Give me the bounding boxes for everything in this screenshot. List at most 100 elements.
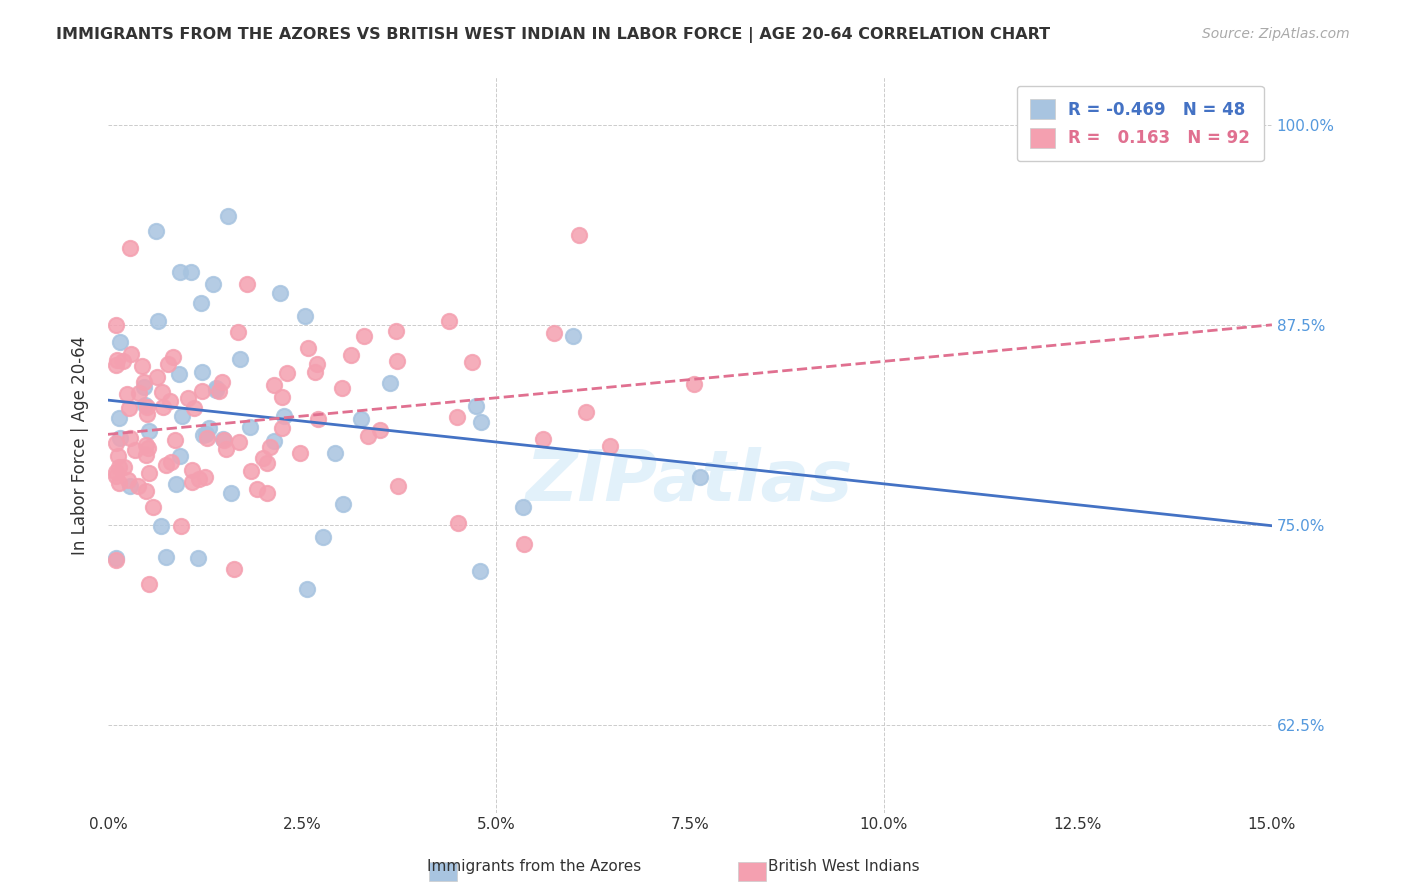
Point: [439, 314, 461, 328]
Point: [568, 227, 591, 242]
Point: [288, 445, 311, 459]
Point: [128, 385, 150, 400]
Point: [330, 381, 353, 395]
Point: [205, 381, 228, 395]
Text: ZIPatlas: ZIPatlas: [526, 447, 853, 516]
Point: [131, 359, 153, 374]
Point: [273, 409, 295, 424]
Point: [118, 241, 141, 255]
Point: [107, 475, 129, 490]
Point: [323, 446, 346, 460]
Point: [135, 438, 157, 452]
Point: [190, 365, 212, 379]
Text: Immigrants from the Azores: Immigrants from the Azores: [427, 859, 641, 874]
Point: [256, 456, 278, 470]
Point: [683, 376, 706, 391]
Point: [160, 455, 183, 469]
Text: Source: ZipAtlas.com: Source: ZipAtlas.com: [1202, 27, 1350, 41]
Point: [446, 409, 468, 424]
Point: [224, 562, 246, 576]
Point: [236, 277, 259, 291]
Point: [135, 448, 157, 462]
Point: [127, 478, 149, 492]
Point: [276, 366, 298, 380]
Point: [181, 463, 204, 477]
Point: [145, 224, 167, 238]
Point: [150, 384, 173, 399]
Point: [104, 468, 127, 483]
Point: [211, 376, 233, 390]
Point: [197, 431, 219, 445]
Point: [246, 483, 269, 497]
Point: [204, 384, 226, 398]
Point: [294, 309, 316, 323]
Point: [138, 424, 160, 438]
Point: [350, 412, 373, 426]
Point: [259, 440, 281, 454]
Point: [108, 459, 131, 474]
Point: [214, 442, 236, 457]
Point: [256, 486, 278, 500]
Point: [252, 450, 274, 465]
Point: [193, 428, 215, 442]
Point: [229, 351, 252, 366]
Point: [105, 353, 128, 368]
Point: [108, 431, 131, 445]
Point: [132, 380, 155, 394]
Y-axis label: In Labor Force | Age 20-64: In Labor Force | Age 20-64: [72, 335, 89, 555]
Point: [228, 434, 250, 449]
Point: [305, 358, 328, 372]
Point: [689, 470, 711, 484]
Point: [297, 582, 319, 596]
Point: [118, 431, 141, 445]
Point: [110, 334, 132, 349]
Legend: R = -0.469   N = 48, R =   0.163   N = 92: R = -0.469 N = 48, R = 0.163 N = 92: [1017, 86, 1264, 161]
Point: [269, 285, 291, 300]
Point: [163, 433, 186, 447]
Point: [165, 477, 187, 491]
Point: [297, 341, 319, 355]
Point: [470, 415, 492, 429]
Point: [177, 391, 200, 405]
Point: [312, 530, 335, 544]
Point: [146, 369, 169, 384]
Point: [117, 387, 139, 401]
Point: [464, 399, 486, 413]
Point: [304, 365, 326, 379]
Point: [271, 420, 294, 434]
Point: [240, 464, 263, 478]
Point: [183, 401, 205, 416]
Point: [136, 441, 159, 455]
Point: [188, 472, 211, 486]
Point: [107, 449, 129, 463]
Point: [513, 537, 536, 551]
Point: [112, 460, 135, 475]
Text: British West Indians: British West Indians: [768, 859, 920, 874]
Point: [149, 519, 172, 533]
Point: [193, 469, 215, 483]
Point: [512, 500, 534, 514]
Point: [155, 550, 177, 565]
Point: [159, 394, 181, 409]
Point: [191, 384, 214, 398]
Point: [543, 326, 565, 340]
Point: [142, 500, 165, 514]
Point: [169, 449, 191, 463]
Point: [107, 411, 129, 425]
Point: [380, 376, 402, 390]
Point: [574, 405, 596, 419]
Point: [104, 551, 127, 566]
Point: [357, 429, 380, 443]
Point: [124, 443, 146, 458]
Point: [180, 265, 202, 279]
Point: [111, 354, 134, 368]
Point: [181, 475, 204, 490]
Point: [212, 432, 235, 446]
Point: [332, 497, 354, 511]
Point: [270, 390, 292, 404]
Point: [194, 427, 217, 442]
Point: [104, 465, 127, 479]
Point: [104, 318, 127, 332]
Point: [156, 357, 179, 371]
Point: [155, 458, 177, 472]
